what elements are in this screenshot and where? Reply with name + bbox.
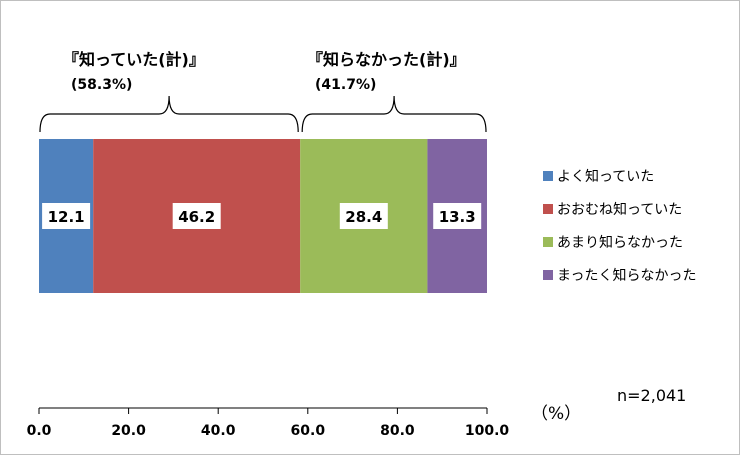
group-value-1: (58.3%) <box>71 77 132 93</box>
group-bracket-2 <box>301 95 487 133</box>
legend-label-1: よく知っていた <box>557 168 654 185</box>
x-tick-label-5: 100.0 <box>465 423 510 439</box>
x-tick-label-4: 80.0 <box>380 423 415 439</box>
group-brackets: 『知っていた(計)』 (58.3%) 『知らなかった(計)』 (41.7%) <box>39 50 487 133</box>
group-title-2: 『知らなかった(計)』 <box>307 50 466 69</box>
legend-swatch-4 <box>543 270 553 280</box>
legend-swatch-1 <box>543 171 553 181</box>
x-tick-label-1: 20.0 <box>111 423 146 439</box>
legend-label-2: おおむね知っていた <box>557 201 682 218</box>
data-label-1: 12.1 <box>48 208 85 226</box>
legend-swatch-3 <box>543 237 553 247</box>
axis-unit-label: （%） <box>531 404 581 424</box>
data-label-box-2 <box>172 203 221 229</box>
data-label-2: 46.2 <box>178 208 215 226</box>
data-label-box-4 <box>433 203 482 229</box>
bar-segments: 12.1 46.2 28.4 13.3 <box>39 139 487 293</box>
sample-size-label: n=2,041 <box>617 386 686 405</box>
legend-label-4: まったく知らなかった <box>557 267 696 284</box>
data-label-3: 28.4 <box>345 208 382 226</box>
legend-swatch-2 <box>543 204 553 214</box>
x-tick-label-3: 60.0 <box>291 423 326 439</box>
group-bracket-1 <box>39 95 299 133</box>
x-tick-label-0: 0.0 <box>27 423 52 439</box>
data-label-box-3 <box>339 203 388 229</box>
group-title-1: 『知っていた(計)』 <box>63 50 205 69</box>
x-axis: 0.0 20.0 40.0 60.0 80.0 100.0 <box>27 407 510 439</box>
legend-label-3: あまり知らなかった <box>557 234 683 251</box>
data-label-box-1 <box>42 203 91 229</box>
data-label-4: 13.3 <box>439 208 476 226</box>
x-tick-label-2: 40.0 <box>201 423 236 439</box>
group-value-2: (41.7%) <box>315 77 376 93</box>
